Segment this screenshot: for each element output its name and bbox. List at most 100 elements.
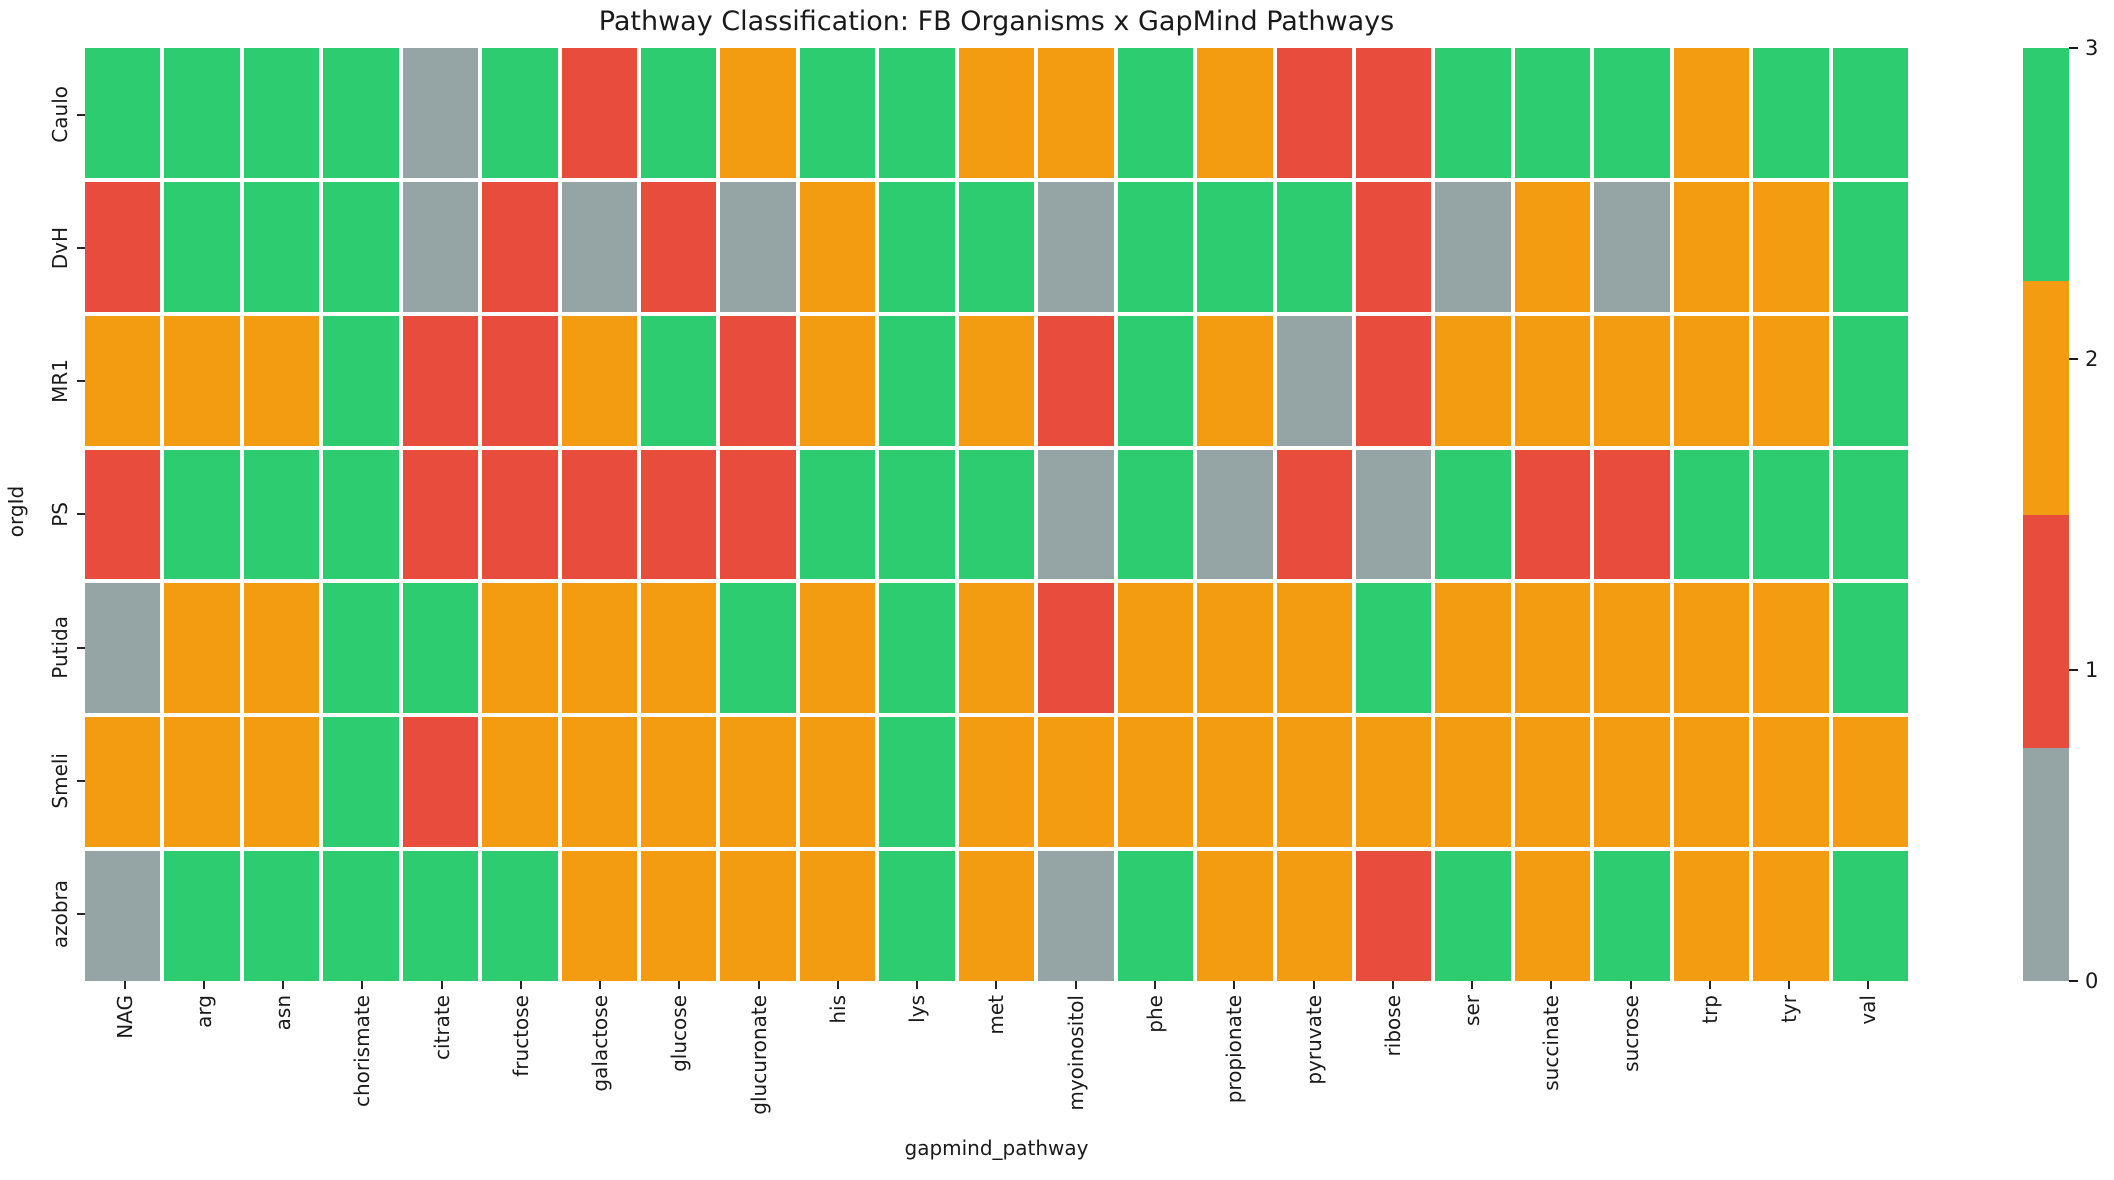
x-tick-label: met bbox=[984, 995, 1009, 1035]
heatmap-cell bbox=[1753, 181, 1829, 312]
y-tick-label: Putida bbox=[48, 616, 72, 680]
colorbar-tick-mark bbox=[2069, 47, 2078, 49]
y-tick-label: DvH bbox=[48, 226, 72, 270]
heatmap-cell bbox=[1435, 449, 1511, 580]
heatmap-cell bbox=[482, 181, 558, 312]
y-tick-DvH: DvH bbox=[0, 181, 85, 314]
heatmap-cell bbox=[1038, 181, 1114, 312]
heatmap-cell bbox=[1355, 851, 1432, 981]
heatmap-cell bbox=[1514, 851, 1591, 981]
heatmap-cell bbox=[1117, 181, 1194, 312]
heatmap-cell bbox=[958, 717, 1035, 848]
heatmap-cell bbox=[402, 315, 479, 446]
x-tick-mark bbox=[1233, 981, 1236, 989]
x-tick-NAG: NAG bbox=[85, 981, 164, 1131]
heatmap-cell bbox=[1673, 48, 1750, 178]
x-tick-label: phe bbox=[1143, 995, 1168, 1033]
heatmap-cell bbox=[1197, 48, 1273, 178]
heatmap-cell bbox=[1435, 181, 1511, 312]
heatmap-cell bbox=[1276, 315, 1352, 446]
y-tick-mark bbox=[77, 380, 85, 383]
heatmap-cell bbox=[1514, 181, 1591, 312]
heatmap-cell bbox=[323, 583, 399, 714]
heatmap-cell bbox=[720, 583, 796, 714]
heatmap-cell bbox=[641, 48, 717, 178]
heatmap-cell bbox=[482, 449, 558, 580]
heatmap-cell bbox=[561, 449, 638, 580]
y-tick-PS: PS bbox=[0, 448, 85, 581]
y-tick-mark bbox=[77, 246, 85, 249]
heatmap-cell bbox=[1038, 48, 1114, 178]
x-tick-label: lys bbox=[905, 995, 930, 1023]
x-tick-mark bbox=[757, 981, 760, 989]
heatmap-cell bbox=[1673, 717, 1750, 848]
heatmap-cell bbox=[85, 181, 161, 312]
heatmap-cell bbox=[958, 583, 1035, 714]
heatmap-cell bbox=[402, 717, 479, 848]
colorbar-segment bbox=[2023, 48, 2069, 282]
heatmap-cell bbox=[799, 851, 876, 981]
x-tick-mark bbox=[916, 981, 919, 989]
heatmap-cell bbox=[720, 449, 796, 580]
x-tick-fructose: fructose bbox=[481, 981, 560, 1131]
heatmap-cell bbox=[641, 717, 717, 848]
heatmap-cell bbox=[799, 583, 876, 714]
heatmap-cell bbox=[323, 851, 399, 981]
x-tick-ribose: ribose bbox=[1353, 981, 1432, 1131]
heatmap-cell bbox=[641, 315, 717, 446]
heatmap-cell bbox=[164, 449, 240, 580]
heatmap-cell bbox=[1435, 583, 1511, 714]
heatmap-cell bbox=[1117, 449, 1194, 580]
x-tick-mark bbox=[361, 981, 364, 989]
heatmap-cell bbox=[1038, 717, 1114, 848]
y-tick-MR1: MR1 bbox=[0, 315, 85, 448]
heatmap-cell bbox=[1753, 717, 1829, 848]
heatmap-cell bbox=[482, 315, 558, 446]
heatmap-cell bbox=[482, 48, 558, 178]
heatmap-cell bbox=[879, 315, 955, 446]
y-tick-Putida: Putida bbox=[0, 581, 85, 714]
heatmap-cell bbox=[879, 181, 955, 312]
heatmap-cell bbox=[799, 48, 876, 178]
heatmap-cell bbox=[641, 583, 717, 714]
heatmap-cell bbox=[243, 48, 320, 178]
x-tick-label: chorismate bbox=[350, 995, 375, 1107]
heatmap-cell bbox=[1197, 717, 1273, 848]
heatmap-cell bbox=[243, 583, 320, 714]
heatmap-cell bbox=[1514, 583, 1591, 714]
heatmap-cell bbox=[1594, 449, 1670, 580]
heatmap-cell bbox=[561, 851, 638, 981]
y-tick-mark bbox=[77, 780, 85, 783]
heatmap-cell bbox=[323, 449, 399, 580]
x-tick-mark bbox=[123, 981, 126, 989]
heatmap-cell bbox=[164, 181, 240, 312]
heatmap-cell bbox=[641, 181, 717, 312]
x-tick-mark bbox=[202, 981, 205, 989]
chart-title: Pathway Classification: FB Organisms x G… bbox=[598, 6, 1395, 37]
x-tick-sucrose: sucrose bbox=[1591, 981, 1670, 1131]
heatmap-cell bbox=[85, 48, 161, 178]
x-tick-label: myoinositol bbox=[1063, 995, 1088, 1111]
x-tick-label: tyr bbox=[1777, 995, 1802, 1023]
heatmap-cell bbox=[1753, 449, 1829, 580]
heatmap-cell bbox=[720, 181, 796, 312]
colorbar-tick-0: 0 bbox=[2069, 969, 2098, 993]
heatmap-cell bbox=[1276, 449, 1352, 580]
heatmap-cell bbox=[482, 583, 558, 714]
x-tick-label: asn bbox=[271, 995, 296, 1031]
x-tick-mark bbox=[519, 981, 522, 989]
colorbar-tick-label: 3 bbox=[2085, 36, 2099, 60]
heatmap-cell bbox=[243, 717, 320, 848]
x-tick-mark bbox=[1708, 981, 1711, 989]
heatmap-cell bbox=[1832, 717, 1908, 848]
heatmap-cell bbox=[1117, 851, 1194, 981]
x-tick-citrate: citrate bbox=[402, 981, 481, 1131]
heatmap-cell bbox=[1038, 851, 1114, 981]
heatmap-cell bbox=[1832, 48, 1908, 178]
heatmap-cell bbox=[402, 449, 479, 580]
x-axis-tick-labels: NAG arg asn chorismate citrate fructose galact… bbox=[85, 981, 1908, 1131]
heatmap-cell bbox=[1117, 315, 1194, 446]
colorbar-tick-1: 1 bbox=[2069, 658, 2098, 682]
y-tick-mark bbox=[77, 513, 85, 516]
heatmap-cell bbox=[1673, 583, 1750, 714]
